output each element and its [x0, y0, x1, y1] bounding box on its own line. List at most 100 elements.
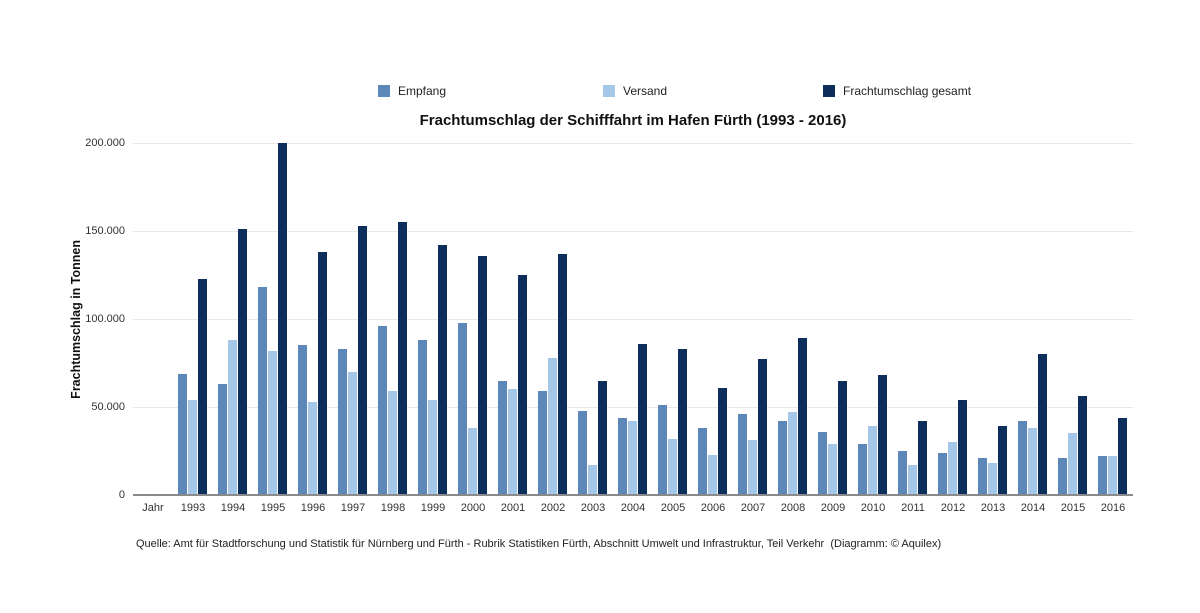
bar-frachtumschlag-gesamt-1995	[278, 143, 287, 495]
bar-versand-2010	[868, 426, 877, 495]
bar-group-2009	[818, 143, 847, 495]
bar-empfang-2004	[618, 417, 627, 495]
bar-frachtumschlag-gesamt-2015	[1078, 396, 1087, 495]
source-note: Quelle: Amt für Stadtforschung und Stati…	[136, 538, 942, 550]
bar-versand-2013	[988, 463, 997, 495]
bar-frachtumschlag-gesamt-1997	[358, 225, 367, 495]
bar-frachtumschlag-gesamt-2002	[558, 253, 567, 495]
legend-swatch-empfang	[378, 85, 390, 97]
bar-group-2003	[578, 143, 607, 495]
bar-versand-2000	[468, 428, 477, 495]
bar-group-2014	[1018, 143, 1047, 495]
bar-empfang-2007	[738, 414, 747, 495]
bar-versand-2009	[828, 443, 837, 495]
bar-empfang-1995	[258, 287, 267, 495]
bar-empfang-2003	[578, 410, 587, 495]
bar-group-1997	[338, 143, 367, 495]
bar-group-2001	[498, 143, 527, 495]
x-tick-label-2004: 2004	[620, 502, 646, 514]
bar-group-2010	[858, 143, 887, 495]
x-tick-label-2008: 2008	[780, 502, 806, 514]
bar-versand-2016	[1108, 456, 1117, 495]
bar-group-1994	[218, 143, 247, 495]
bar-group-2011	[898, 143, 927, 495]
x-tick-label-2007: 2007	[740, 502, 766, 514]
bar-group-2012	[938, 143, 967, 495]
x-tick-label-2003: 2003	[580, 502, 606, 514]
bar-group-2007	[738, 143, 767, 495]
bar-empfang-2015	[1058, 458, 1067, 495]
x-tick-label-1993: 1993	[180, 502, 206, 514]
bar-group-2004	[618, 143, 647, 495]
x-tick-label-1996: 1996	[300, 502, 326, 514]
bar-group-2016	[1098, 143, 1127, 495]
bar-versand-2004	[628, 421, 637, 495]
bar-frachtumschlag-gesamt-2000	[478, 255, 487, 495]
bar-empfang-1994	[218, 384, 227, 495]
y-tick-label-150000: 150.000	[85, 225, 125, 237]
bar-group-1999	[418, 143, 447, 495]
bar-versand-1994	[228, 340, 237, 495]
x-tick-label-2006: 2006	[700, 502, 726, 514]
bar-empfang-2014	[1018, 421, 1027, 495]
bar-empfang-1997	[338, 348, 347, 495]
x-tick-label-1995: 1995	[260, 502, 286, 514]
bar-versand-2014	[1028, 428, 1037, 495]
gridline-150000	[133, 231, 1133, 232]
legend-label: Empfang	[398, 84, 447, 98]
bar-empfang-2012	[938, 452, 947, 495]
bar-empfang-2001	[498, 380, 507, 495]
x-tick-label-2000: 2000	[460, 502, 486, 514]
bar-empfang-1999	[418, 340, 427, 495]
bar-empfang-2006	[698, 428, 707, 495]
x-tick-label-2014: 2014	[1020, 502, 1046, 514]
x-tick-label-2001: 2001	[500, 502, 526, 514]
x-tick-label-2016: 2016	[1100, 502, 1126, 514]
x-tick-label-2011: 2011	[901, 502, 925, 514]
bar-group-2013	[978, 143, 1007, 495]
bar-versand-1995	[268, 350, 277, 495]
bar-frachtumschlag-gesamt-2012	[958, 399, 967, 495]
bar-frachtumschlag-gesamt-1999	[438, 245, 447, 495]
bar-versand-2002	[548, 357, 557, 495]
bar-frachtumschlag-gesamt-2013	[998, 426, 1007, 495]
legend-item-frachtumschlag-gesamt: Frachtumschlag gesamt	[823, 84, 971, 98]
bar-group-2005	[658, 143, 687, 495]
legend-item-empfang: Empfang	[378, 84, 446, 98]
x-tick-label-1994: 1994	[220, 502, 246, 514]
bar-frachtumschlag-gesamt-1996	[318, 252, 327, 495]
bar-frachtumschlag-gesamt-1998	[398, 222, 407, 495]
bar-frachtumschlag-gesamt-1994	[238, 229, 247, 495]
bar-versand-2001	[508, 389, 517, 495]
bar-versand-2012	[948, 442, 957, 495]
bar-frachtumschlag-gesamt-2007	[758, 359, 767, 495]
x-tick-label-2010: 2010	[860, 502, 886, 514]
x-tick-label-2005: 2005	[660, 502, 686, 514]
y-tick-label-0: 0	[118, 489, 125, 501]
bar-frachtumschlag-gesamt-2014	[1038, 354, 1047, 495]
x-tick-label-2012: 2012	[940, 502, 966, 514]
bar-frachtumschlag-gesamt-2006	[718, 387, 727, 495]
x-tick-label-2015: 2015	[1060, 502, 1086, 514]
x-tick-label-2002: 2002	[540, 502, 566, 514]
x-tick-label-jahr: Jahr	[142, 502, 164, 514]
bar-frachtumschlag-gesamt-2010	[878, 375, 887, 495]
bar-empfang-2010	[858, 443, 867, 495]
bar-group-2015	[1058, 143, 1087, 495]
bar-group-1996	[298, 143, 327, 495]
bar-empfang-2011	[898, 451, 907, 495]
x-tick-label-2009: 2009	[820, 502, 846, 514]
bar-frachtumschlag-gesamt-2011	[918, 421, 927, 495]
bar-versand-1996	[308, 401, 317, 495]
gridline-200000	[133, 143, 1133, 144]
bar-versand-1997	[348, 371, 357, 495]
bar-frachtumschlag-gesamt-2016	[1118, 417, 1127, 495]
bar-frachtumschlag-gesamt-2001	[518, 275, 527, 495]
x-axis-line	[133, 494, 1133, 496]
bar-empfang-1996	[298, 345, 307, 495]
gridline-100000	[133, 319, 1133, 320]
legend-item-versand: Versand	[603, 84, 667, 98]
legend-swatch-frachtumschlag-gesamt	[823, 85, 835, 97]
bar-versand-1998	[388, 391, 397, 495]
